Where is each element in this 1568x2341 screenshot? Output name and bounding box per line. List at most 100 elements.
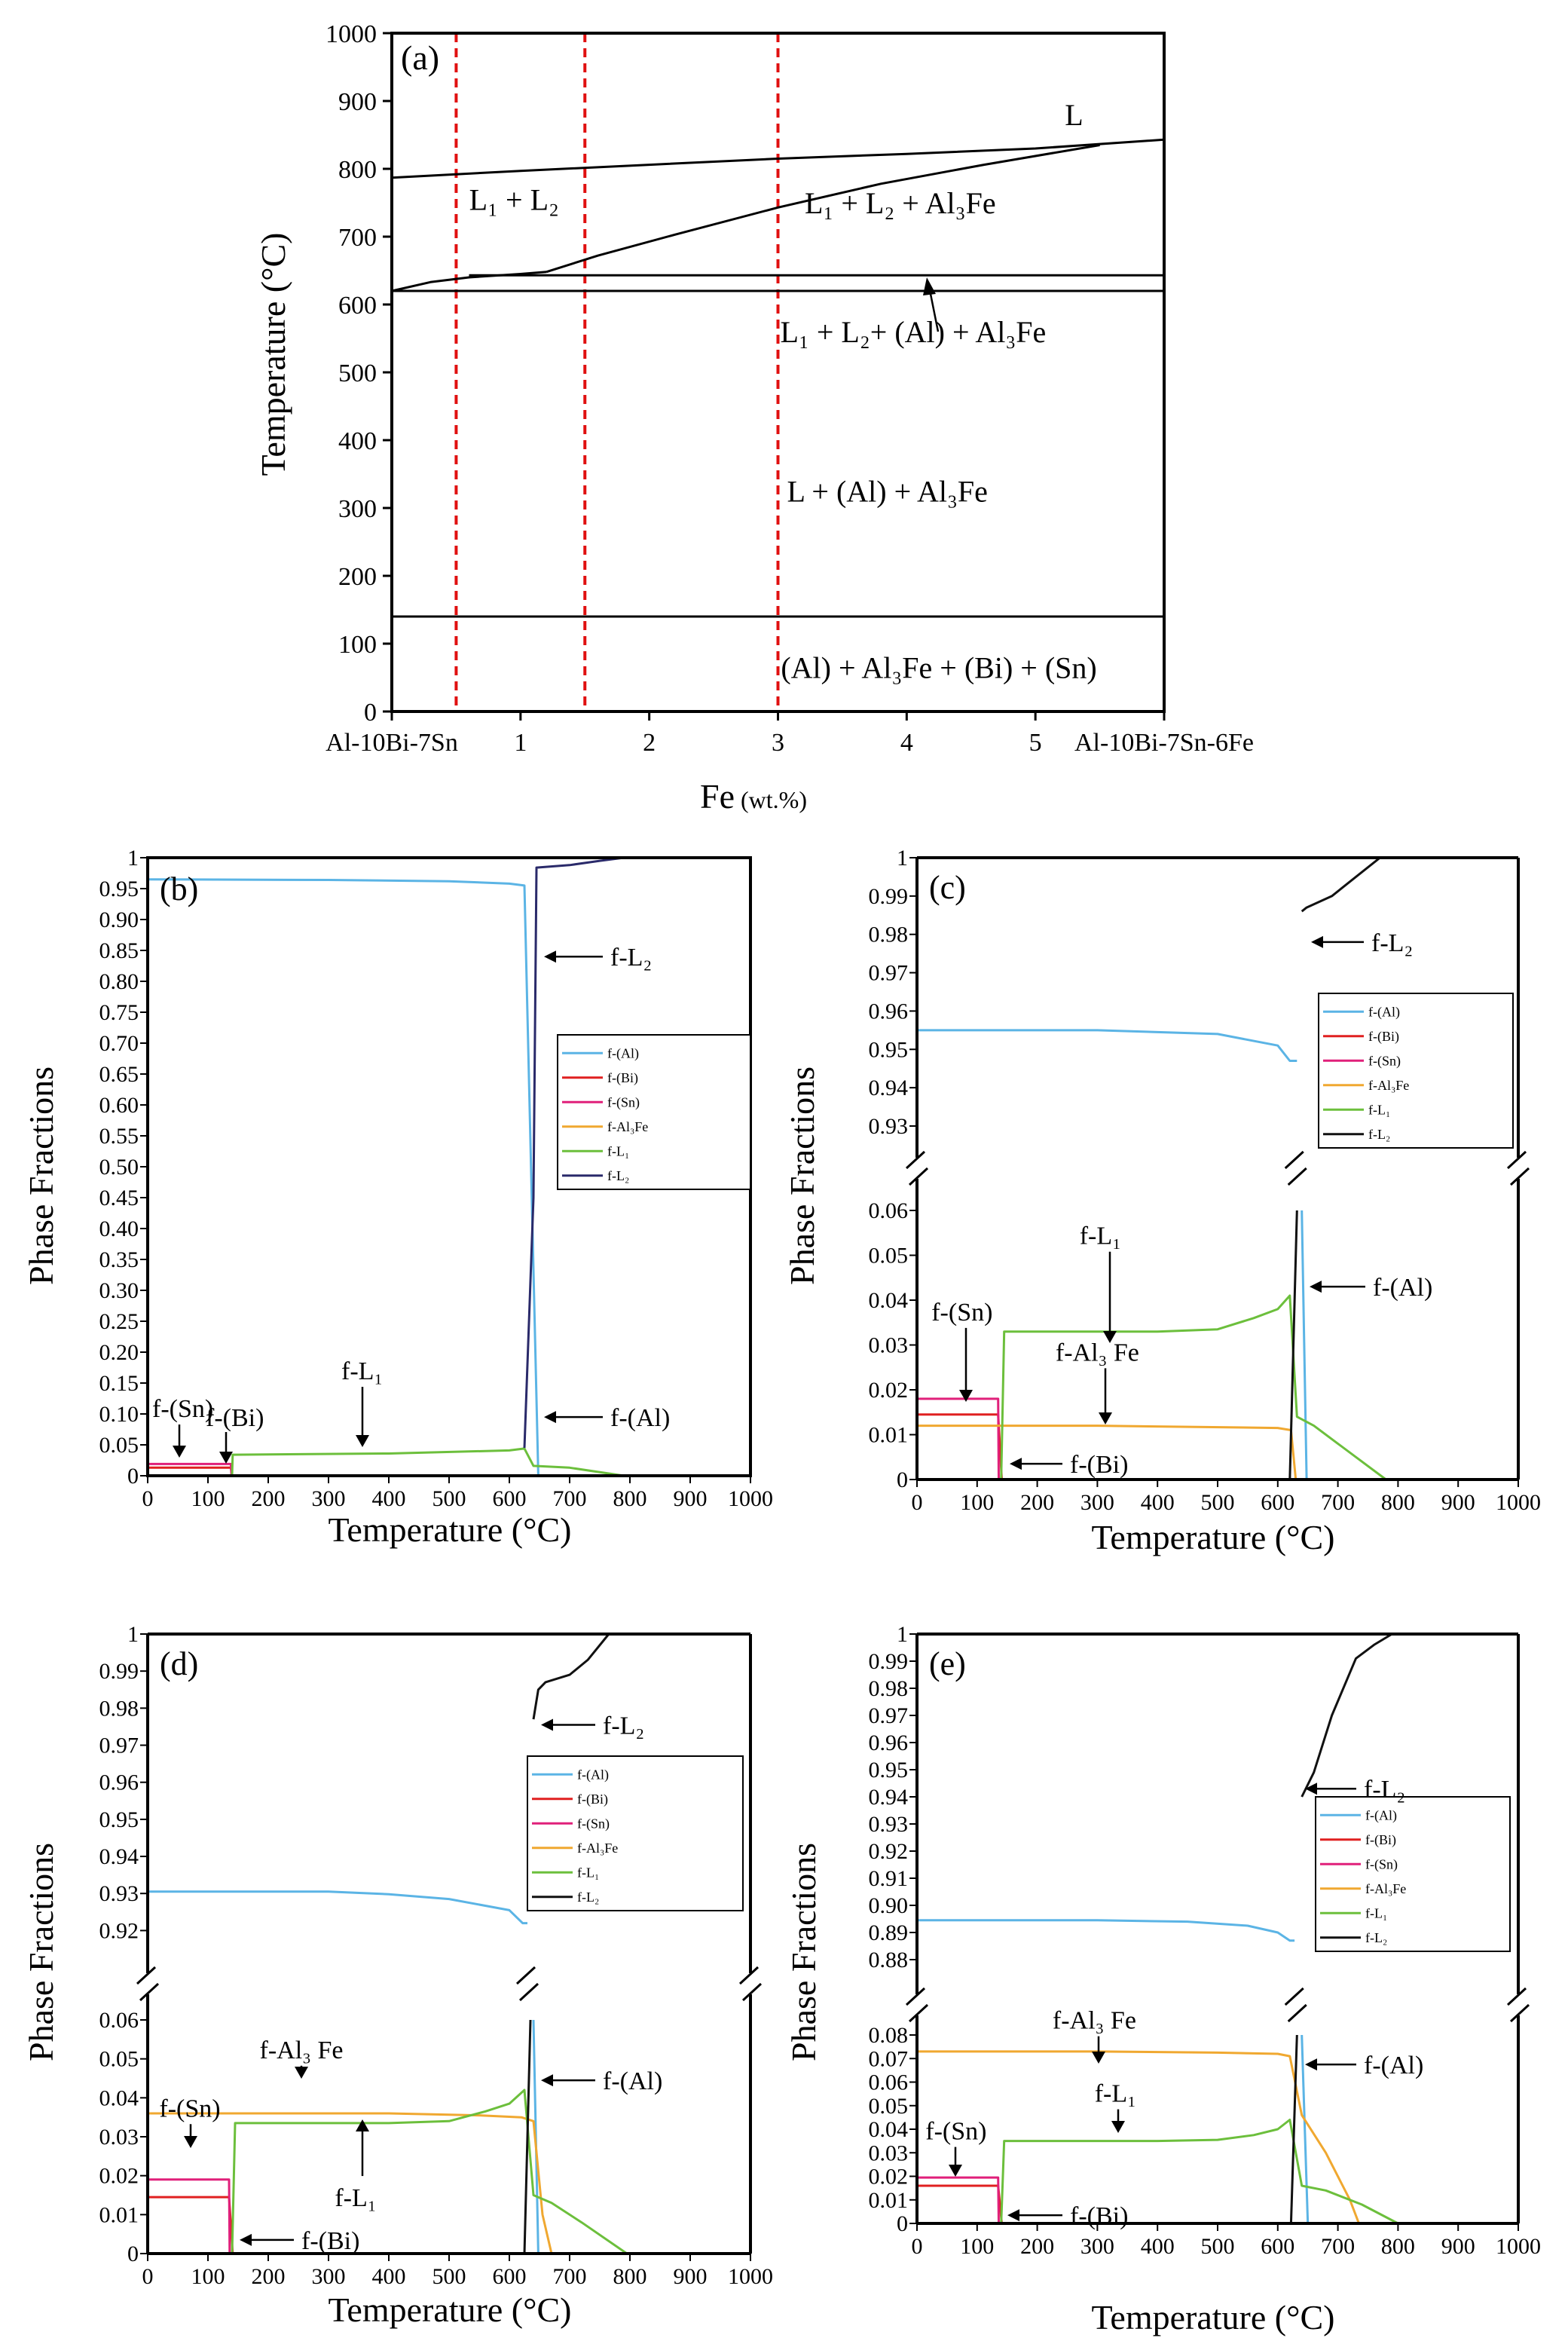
series-line-lower — [1301, 1210, 1308, 1480]
legend-item: f-(Al) — [577, 1767, 609, 1783]
panel-e-ylabel: Phase Fractions — [784, 1843, 823, 2061]
series-line-lower — [1301, 2034, 1310, 2224]
y-tick-label: 0.94 — [99, 1844, 139, 1869]
series-line-upper — [1301, 1633, 1398, 1798]
annot-Sn-arrow-head — [173, 1446, 186, 1458]
annot-L1-arrow-head — [356, 1435, 369, 1447]
annot-Sn: f-(Sn) — [152, 1395, 213, 1423]
annot-Al3Fe: f-Al₃ Fe — [1053, 2007, 1136, 2035]
series-line-lower — [148, 2178, 231, 2254]
y-tick-label: 0.06 — [869, 1198, 909, 1223]
panel-a-xlabel: Fe (wt.%) — [700, 777, 807, 816]
y-tick-label: 0.45 — [99, 1186, 139, 1210]
legend-item: f-Al₃Fe — [577, 1841, 618, 1856]
region-arrow-head — [923, 277, 936, 295]
y-tick-label: 0.90 — [99, 907, 139, 932]
legend-item: f-(Bi) — [1368, 1029, 1399, 1045]
annot-Sn: f-(Sn) — [925, 2118, 986, 2146]
annot-L1: f-L₁ — [341, 1357, 383, 1385]
legend-box — [1318, 993, 1514, 1149]
panel-c-ylabel: Phase Fractions — [783, 1066, 821, 1285]
y-tick-label: 0.03 — [99, 2125, 139, 2150]
annot-Bi: f-(Bi) — [1070, 1451, 1128, 1479]
annot-Al: f-(Al) — [610, 1404, 670, 1432]
panel-d-xlabel: Temperature (°C) — [329, 2291, 572, 2329]
x-tick-label: 300 — [312, 1486, 346, 1511]
y-tick-label: 0.93 — [869, 1114, 909, 1139]
annot-Bi-arrow-head — [1007, 2209, 1019, 2222]
x-tick-label: 200 — [1020, 1490, 1054, 1515]
x-tick-label: 0 — [912, 2234, 923, 2259]
axis-break-mark — [908, 2003, 929, 2023]
y-tick-label: 0.35 — [99, 1247, 139, 1272]
panel-e-xlabel: Temperature (°C) — [1092, 2298, 1335, 2336]
legend-item: f-(Sn) — [1365, 1856, 1398, 1872]
series-line — [147, 878, 539, 1477]
annot-Al: f-(Al) — [1373, 1274, 1432, 1302]
y-tick-label: 0.06 — [869, 2070, 909, 2095]
panel-b-xlabel: Temperature (°C) — [329, 1510, 572, 1549]
axis-break-mark — [1287, 1167, 1307, 1186]
x-tick-label: 500 — [432, 1486, 466, 1511]
annot-Sn-arrow-head — [959, 1390, 973, 1402]
x-tick-label: 0 — [142, 2264, 154, 2289]
axis-break-mark — [741, 1982, 763, 2002]
legend-item: f-L₂ — [607, 1168, 629, 1183]
y-tick-label: 0.92 — [99, 1918, 139, 1943]
y-tick-label: 0.05 — [869, 1244, 909, 1268]
region-label: L₁ + L₂ — [469, 183, 559, 217]
axis-break-mark — [1284, 1987, 1304, 2006]
panel-label: (c) — [929, 869, 966, 906]
panel-e: Phase Fractions Temperature (°C) 0.880.8… — [784, 1622, 1541, 2336]
x-tick-label: 1000 — [728, 2264, 773, 2289]
region-label: L + (Al) + Al₃Fe — [787, 475, 987, 509]
axis-break-mark — [738, 1966, 760, 1985]
legend-item: f-(Sn) — [607, 1094, 640, 1110]
y-tick-label: 900 — [338, 88, 377, 116]
y-tick-label: 0.06 — [99, 2008, 139, 2033]
series-line-lower — [1000, 1294, 1387, 1481]
annot-Sn: f-(Sn) — [931, 1299, 992, 1327]
annot-L2-arrow-head — [544, 950, 556, 963]
axis-break-mark — [1506, 1987, 1527, 2006]
x-tick-label: 1000 — [728, 1486, 773, 1511]
y-tick-label: 0.25 — [99, 1309, 139, 1334]
y-tick-label: 0.96 — [99, 1770, 139, 1795]
y-tick-label: 0.55 — [99, 1124, 139, 1149]
annot-L1-arrow-head — [1111, 2121, 1125, 2133]
x-tick-label: 900 — [674, 2264, 708, 2289]
x-tick-label: 600 — [1261, 2234, 1294, 2259]
x-tick-label: 1000 — [1496, 2234, 1541, 2259]
y-tick-label: 0.04 — [869, 1288, 909, 1313]
series-line-lower — [917, 1413, 1003, 1480]
axis-break-mark — [1284, 1150, 1304, 1170]
legend-item: f-(Al) — [1365, 1807, 1397, 1823]
annot-Al3Fe: f-Al₃ Fe — [1056, 1339, 1139, 1366]
series-line-lower — [1288, 1210, 1298, 1480]
y-tick-label: 0.93 — [869, 1812, 909, 1837]
panel-label: (e) — [929, 1645, 966, 1682]
annot-Bi: f-(Bi) — [1070, 2202, 1128, 2230]
series-line-lower — [1000, 2119, 1399, 2225]
series-line-upper — [1301, 856, 1381, 913]
legend-box — [1315, 1796, 1511, 1952]
y-tick-label: 1 — [127, 1622, 139, 1647]
x-tick-label: 200 — [1020, 2234, 1054, 2259]
x-tick-label: Al-10Bi-7Sn — [326, 729, 458, 757]
y-tick-label: 0.50 — [99, 1155, 139, 1180]
annot-Sn-arrow-head — [184, 2136, 197, 2148]
panel-a-ylabel: Temperature (°C) — [254, 233, 292, 476]
y-tick-label: 0.01 — [869, 2188, 909, 2213]
region-label: (Al) + Al₃Fe + (Bi) + (Sn) — [781, 651, 1096, 685]
region-label: L₁ + L₂ + Al₃Fe — [805, 186, 996, 220]
legend-item: f-L₁ — [1365, 1905, 1387, 1920]
legend-item: f-L₁ — [577, 1865, 599, 1880]
annot-Al-arrow-head — [1310, 1281, 1322, 1293]
y-tick-label: 0.60 — [99, 1093, 139, 1118]
panel-b-plot: 0 0.05 0.10 0.15 0.20 0.25 0.30 0.35 0.40 0.45 0.5… — [99, 846, 774, 1511]
panel-c: Phase Fractions Temperature (°C) 0.930.9… — [783, 846, 1541, 1556]
x-tick-label: 700 — [1321, 2234, 1355, 2259]
axis-break-mark — [1509, 2003, 1530, 2023]
y-tick-label: 0.05 — [869, 2094, 909, 2119]
axis-break-mark — [1506, 1150, 1527, 1170]
